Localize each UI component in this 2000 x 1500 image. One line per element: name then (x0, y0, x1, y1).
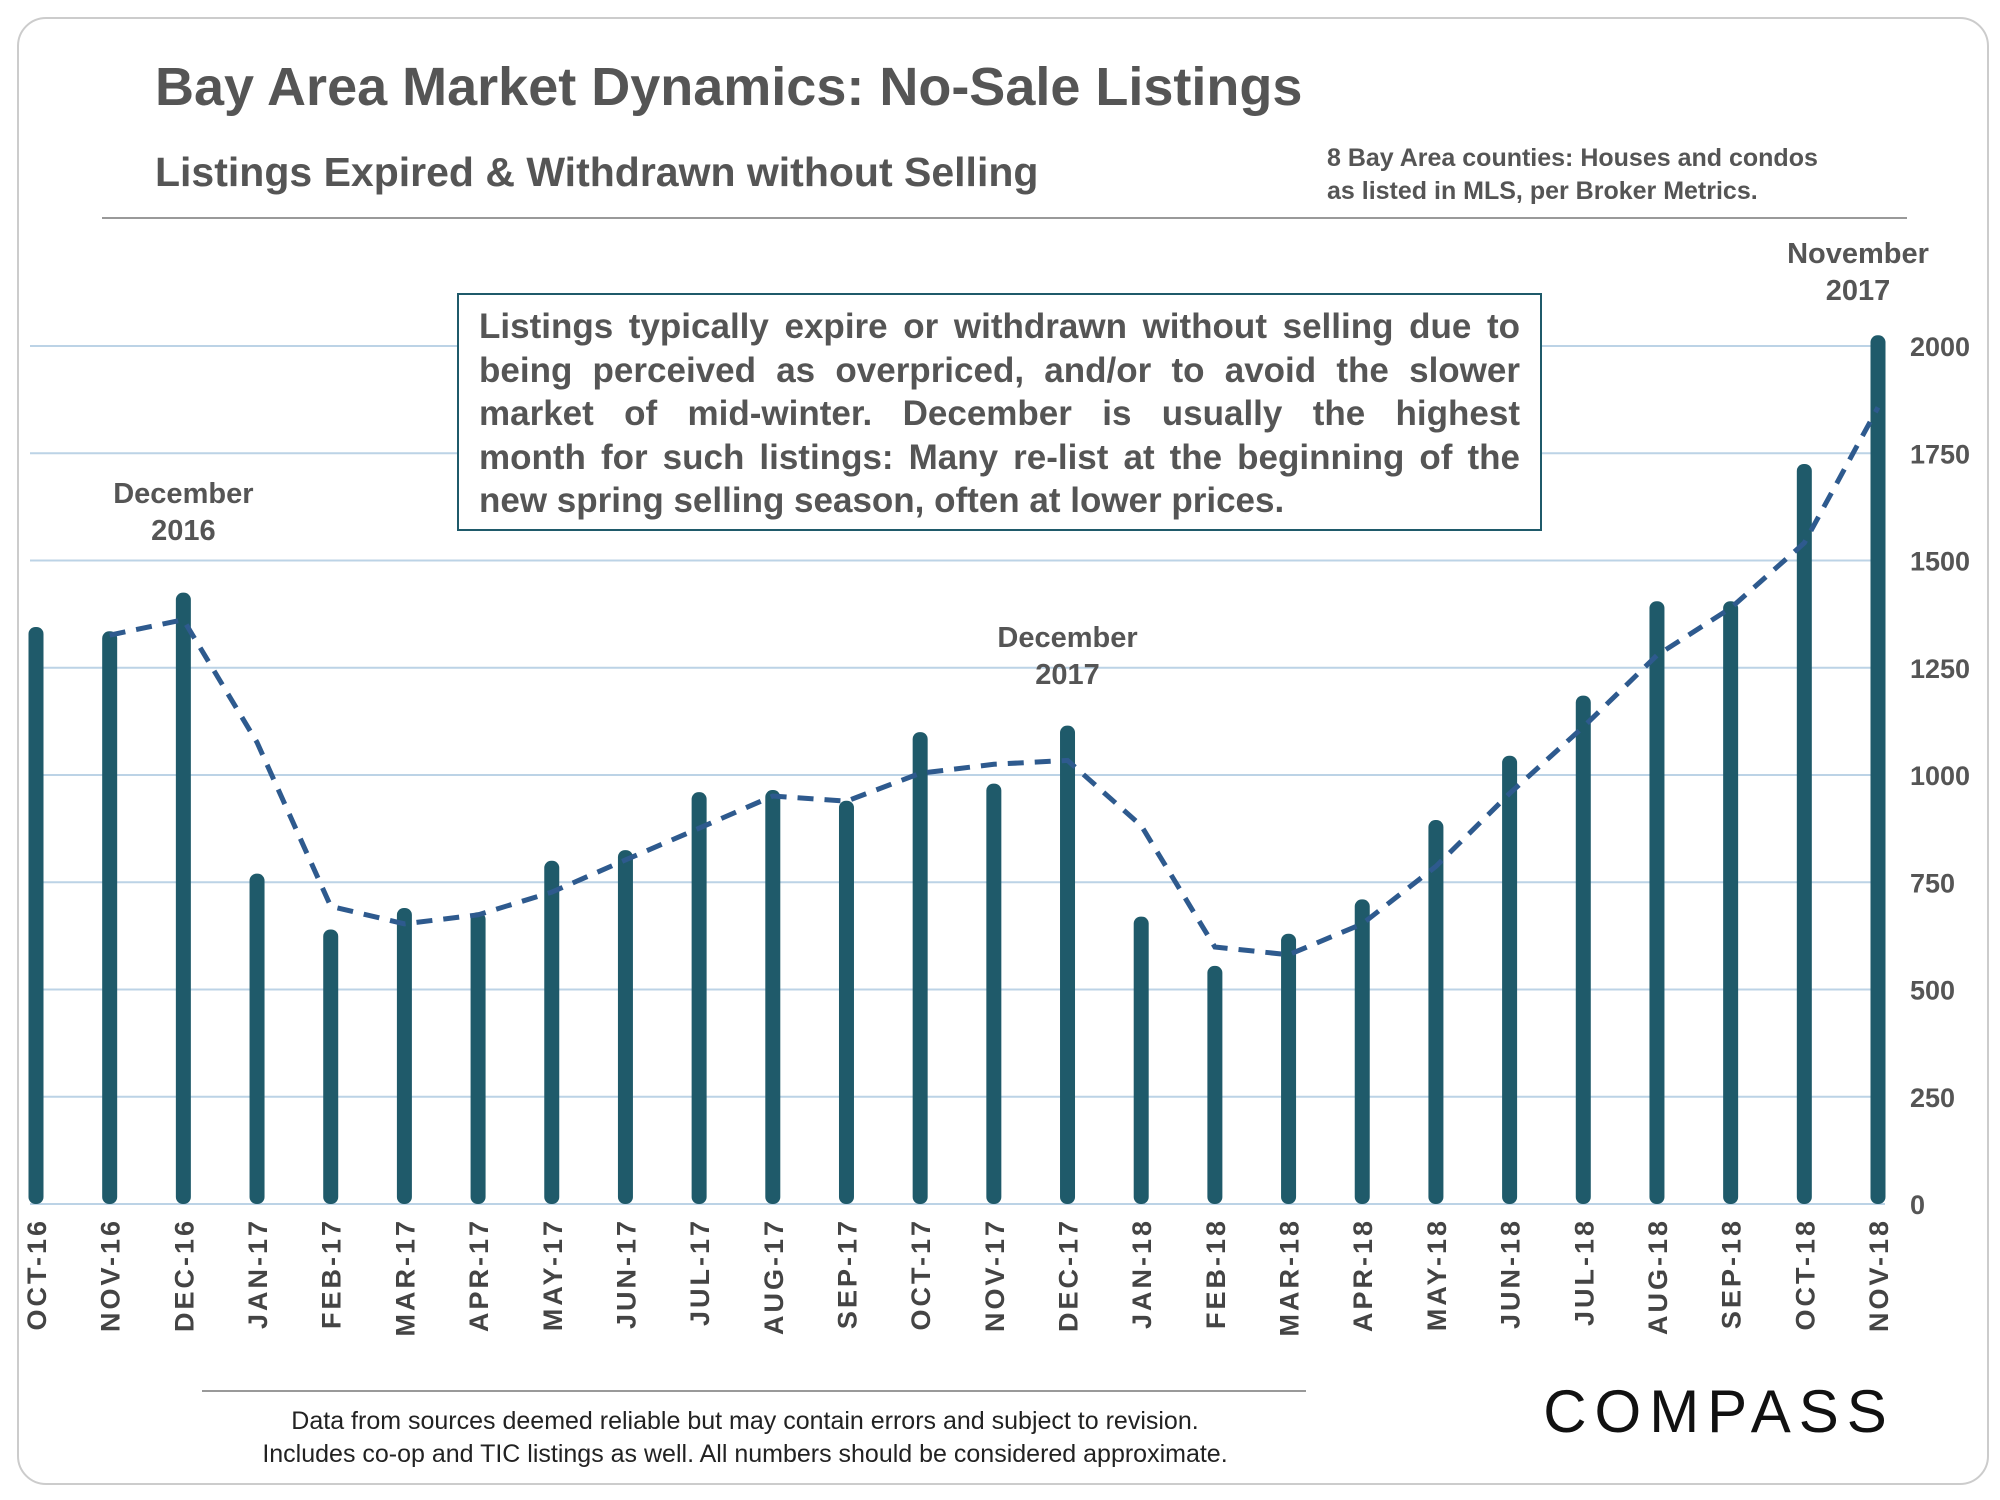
bar (617, 850, 633, 1204)
chart-subtitle: Listings Expired & Withdrawn without Sel… (155, 149, 1038, 195)
annotation: 2017 (1035, 659, 1100, 691)
bar (1649, 601, 1665, 1204)
x-tick-label: APR-17 (464, 1218, 494, 1332)
annotation: 2016 (151, 515, 216, 547)
y-tick-label: 250 (1910, 1083, 1955, 1113)
annotation-line: being perceived as overpriced, and/or to… (479, 350, 1520, 390)
y-tick-label: 750 (1910, 868, 1955, 898)
plot-area: 0 250 500 750 1000 1250 1500 1750 2000 OCT-16 NOV-… (22, 238, 1970, 1337)
x-tick-label: MAY-17 (538, 1218, 568, 1331)
bar (912, 732, 928, 1204)
x-tick-label: DEC-17 (1054, 1218, 1084, 1332)
bar (544, 860, 560, 1204)
x-tick-label: MAY-18 (1422, 1218, 1452, 1331)
annotation-box: Listings typically expire or withdrawn w… (457, 293, 1542, 531)
source-note: as listed in MLS, per Broker Metrics. (1327, 177, 1758, 205)
trend-line (109, 406, 1881, 958)
x-tick-label: APR-18 (1348, 1218, 1378, 1332)
bar (1502, 755, 1518, 1204)
x-tick-label: JUL-17 (685, 1218, 715, 1326)
x-tick-label: DEC-16 (169, 1218, 199, 1332)
bar (396, 907, 412, 1204)
bar (102, 631, 118, 1204)
bar (1060, 725, 1076, 1204)
x-tick-label: JUL-18 (1569, 1218, 1599, 1326)
annotation: December (113, 478, 253, 510)
x-tick-label: JAN-18 (1127, 1218, 1157, 1329)
x-tick-label: MAR-18 (1275, 1218, 1305, 1337)
y-tick-label: 1750 (1910, 439, 1970, 469)
bar (1207, 965, 1223, 1204)
bar (1870, 335, 1886, 1204)
x-tick-label: AUG-18 (1643, 1218, 1673, 1335)
bar (249, 873, 265, 1204)
annotation: 2017 (1826, 275, 1891, 307)
bar (1796, 463, 1812, 1205)
x-tick-label: NOV-18 (1864, 1218, 1894, 1332)
bar (1133, 916, 1149, 1204)
x-tick-label: NOV-17 (980, 1218, 1010, 1332)
x-tick-label: SEP-17 (832, 1218, 862, 1329)
x-tick-label: MAR-17 (390, 1218, 420, 1337)
y-tick-label: 500 (1910, 976, 1955, 1006)
bar (1281, 933, 1297, 1204)
bar (691, 792, 707, 1204)
annotation: December (997, 622, 1137, 654)
x-tick-label: OCT-16 (22, 1218, 52, 1331)
bar (1723, 601, 1739, 1204)
y-tick-label: 1500 (1910, 547, 1970, 577)
y-tick-label: 1000 (1910, 761, 1970, 791)
annotation-line: market of mid-winter. December is usuall… (479, 394, 1520, 433)
y-tick-label: 2000 (1910, 332, 1970, 362)
source-note: 8 Bay Area counties: Houses and condos (1327, 144, 1818, 172)
x-tick-label: FEB-17 (317, 1218, 347, 1329)
y-tick-label: 1250 (1910, 654, 1970, 684)
bar (28, 626, 44, 1204)
bar (838, 800, 854, 1204)
x-tick-label: FEB-18 (1201, 1218, 1231, 1329)
annotation-line: Listings typically expire or withdrawn w… (479, 307, 1520, 346)
card-border (17, 17, 1989, 1485)
bar (986, 783, 1002, 1204)
annotation-line: new spring selling season, often at lowe… (479, 481, 1285, 520)
x-tick-label: JUN-18 (1496, 1218, 1526, 1329)
footer-text: Data from sources deemed reliable but ma… (291, 1407, 1198, 1435)
bar (765, 790, 781, 1204)
x-tick-label: OCT-18 (1790, 1218, 1820, 1331)
x-tick-label: NOV-16 (96, 1218, 126, 1332)
x-tick-label: OCT-17 (906, 1218, 936, 1331)
footer-text: Includes co-op and TIC listings as well.… (262, 1440, 1227, 1468)
x-tick-label: AUG-17 (759, 1218, 789, 1335)
bar (1428, 820, 1444, 1204)
x-tick-label: JUN-17 (611, 1218, 641, 1329)
x-tick-label: JAN-17 (243, 1218, 273, 1329)
y-tick-label: 0 (1910, 1190, 1925, 1220)
bar (1354, 899, 1370, 1204)
logo: COMPASS (1543, 1378, 1895, 1445)
annotation: November (1787, 238, 1929, 270)
chart-title: Bay Area Market Dynamics: No-Sale Listin… (155, 57, 1302, 117)
bar (323, 929, 339, 1204)
bar (175, 592, 191, 1204)
annotation-line: month for such listings: Many re-list at… (479, 437, 1520, 477)
bar (470, 912, 486, 1204)
x-tick-label: SEP-18 (1717, 1218, 1747, 1329)
bar (1575, 695, 1591, 1204)
